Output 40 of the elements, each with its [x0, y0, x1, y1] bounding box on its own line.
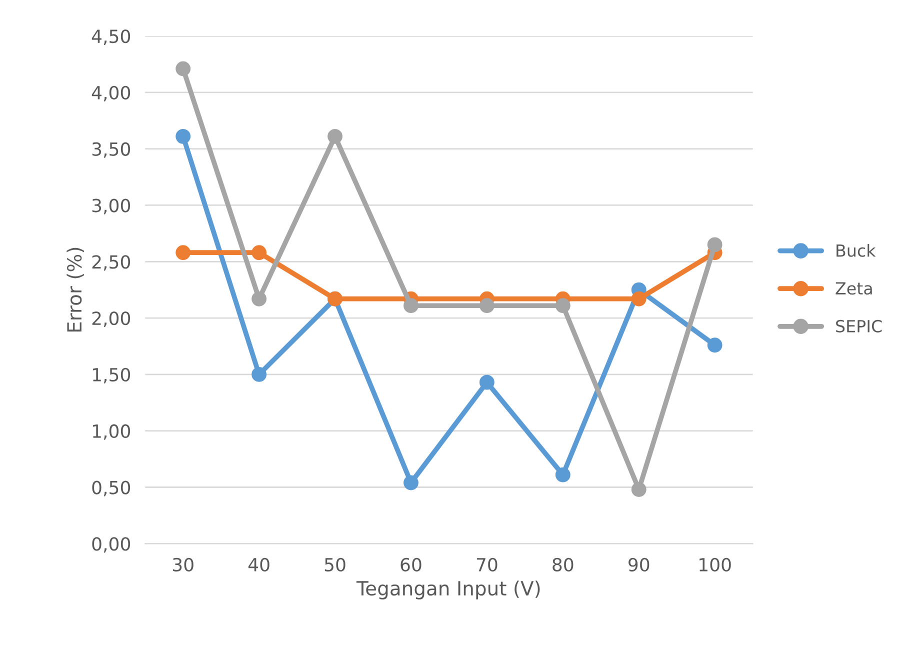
y-tick-label: 3,00: [92, 198, 130, 214]
x-tick-label: 90: [628, 558, 650, 572]
x-tick-label: 100: [700, 558, 731, 572]
y-tick-label: 4,00: [92, 86, 130, 102]
legend-label: SEPIC: [836, 320, 882, 332]
point: [404, 475, 418, 490]
point: [631, 291, 646, 306]
x-tick-label: 60: [400, 558, 422, 572]
point: [404, 298, 418, 314]
point: [176, 128, 191, 144]
y-tick-label: 0,00: [92, 537, 130, 553]
point: [176, 61, 191, 76]
point: [479, 374, 494, 390]
point: [252, 366, 267, 382]
point: [479, 298, 494, 314]
y-tick-label: 1,50: [93, 368, 130, 384]
point: [176, 245, 191, 260]
y-tick-label: 0,50: [92, 480, 130, 496]
x-tick-label: 70: [476, 558, 498, 572]
y-tick-label: 1,00: [93, 424, 130, 440]
y-tick-label: 2,50: [92, 255, 130, 271]
x-tick-label: 40: [248, 558, 270, 572]
point: [555, 298, 570, 314]
point: [555, 467, 570, 482]
y-tick-label: 4,50: [92, 29, 130, 45]
legend-label: Buck: [836, 244, 876, 257]
point: [707, 338, 722, 353]
y-axis-title: Error (%): [66, 248, 84, 332]
point: [328, 128, 342, 144]
x-tick-label: 50: [324, 558, 346, 572]
x-axis-title: Tegangan Input (V): [356, 580, 540, 600]
point: [252, 245, 267, 260]
point: [707, 237, 722, 252]
y-tick-label: 3,50: [92, 142, 130, 158]
legend-label: Zeta: [836, 282, 872, 295]
point: [631, 482, 646, 497]
point: [252, 291, 267, 306]
y-tick-label: 2,00: [92, 312, 130, 327]
x-tick-label: 80: [552, 558, 574, 572]
x-tick-label: 30: [172, 558, 194, 572]
